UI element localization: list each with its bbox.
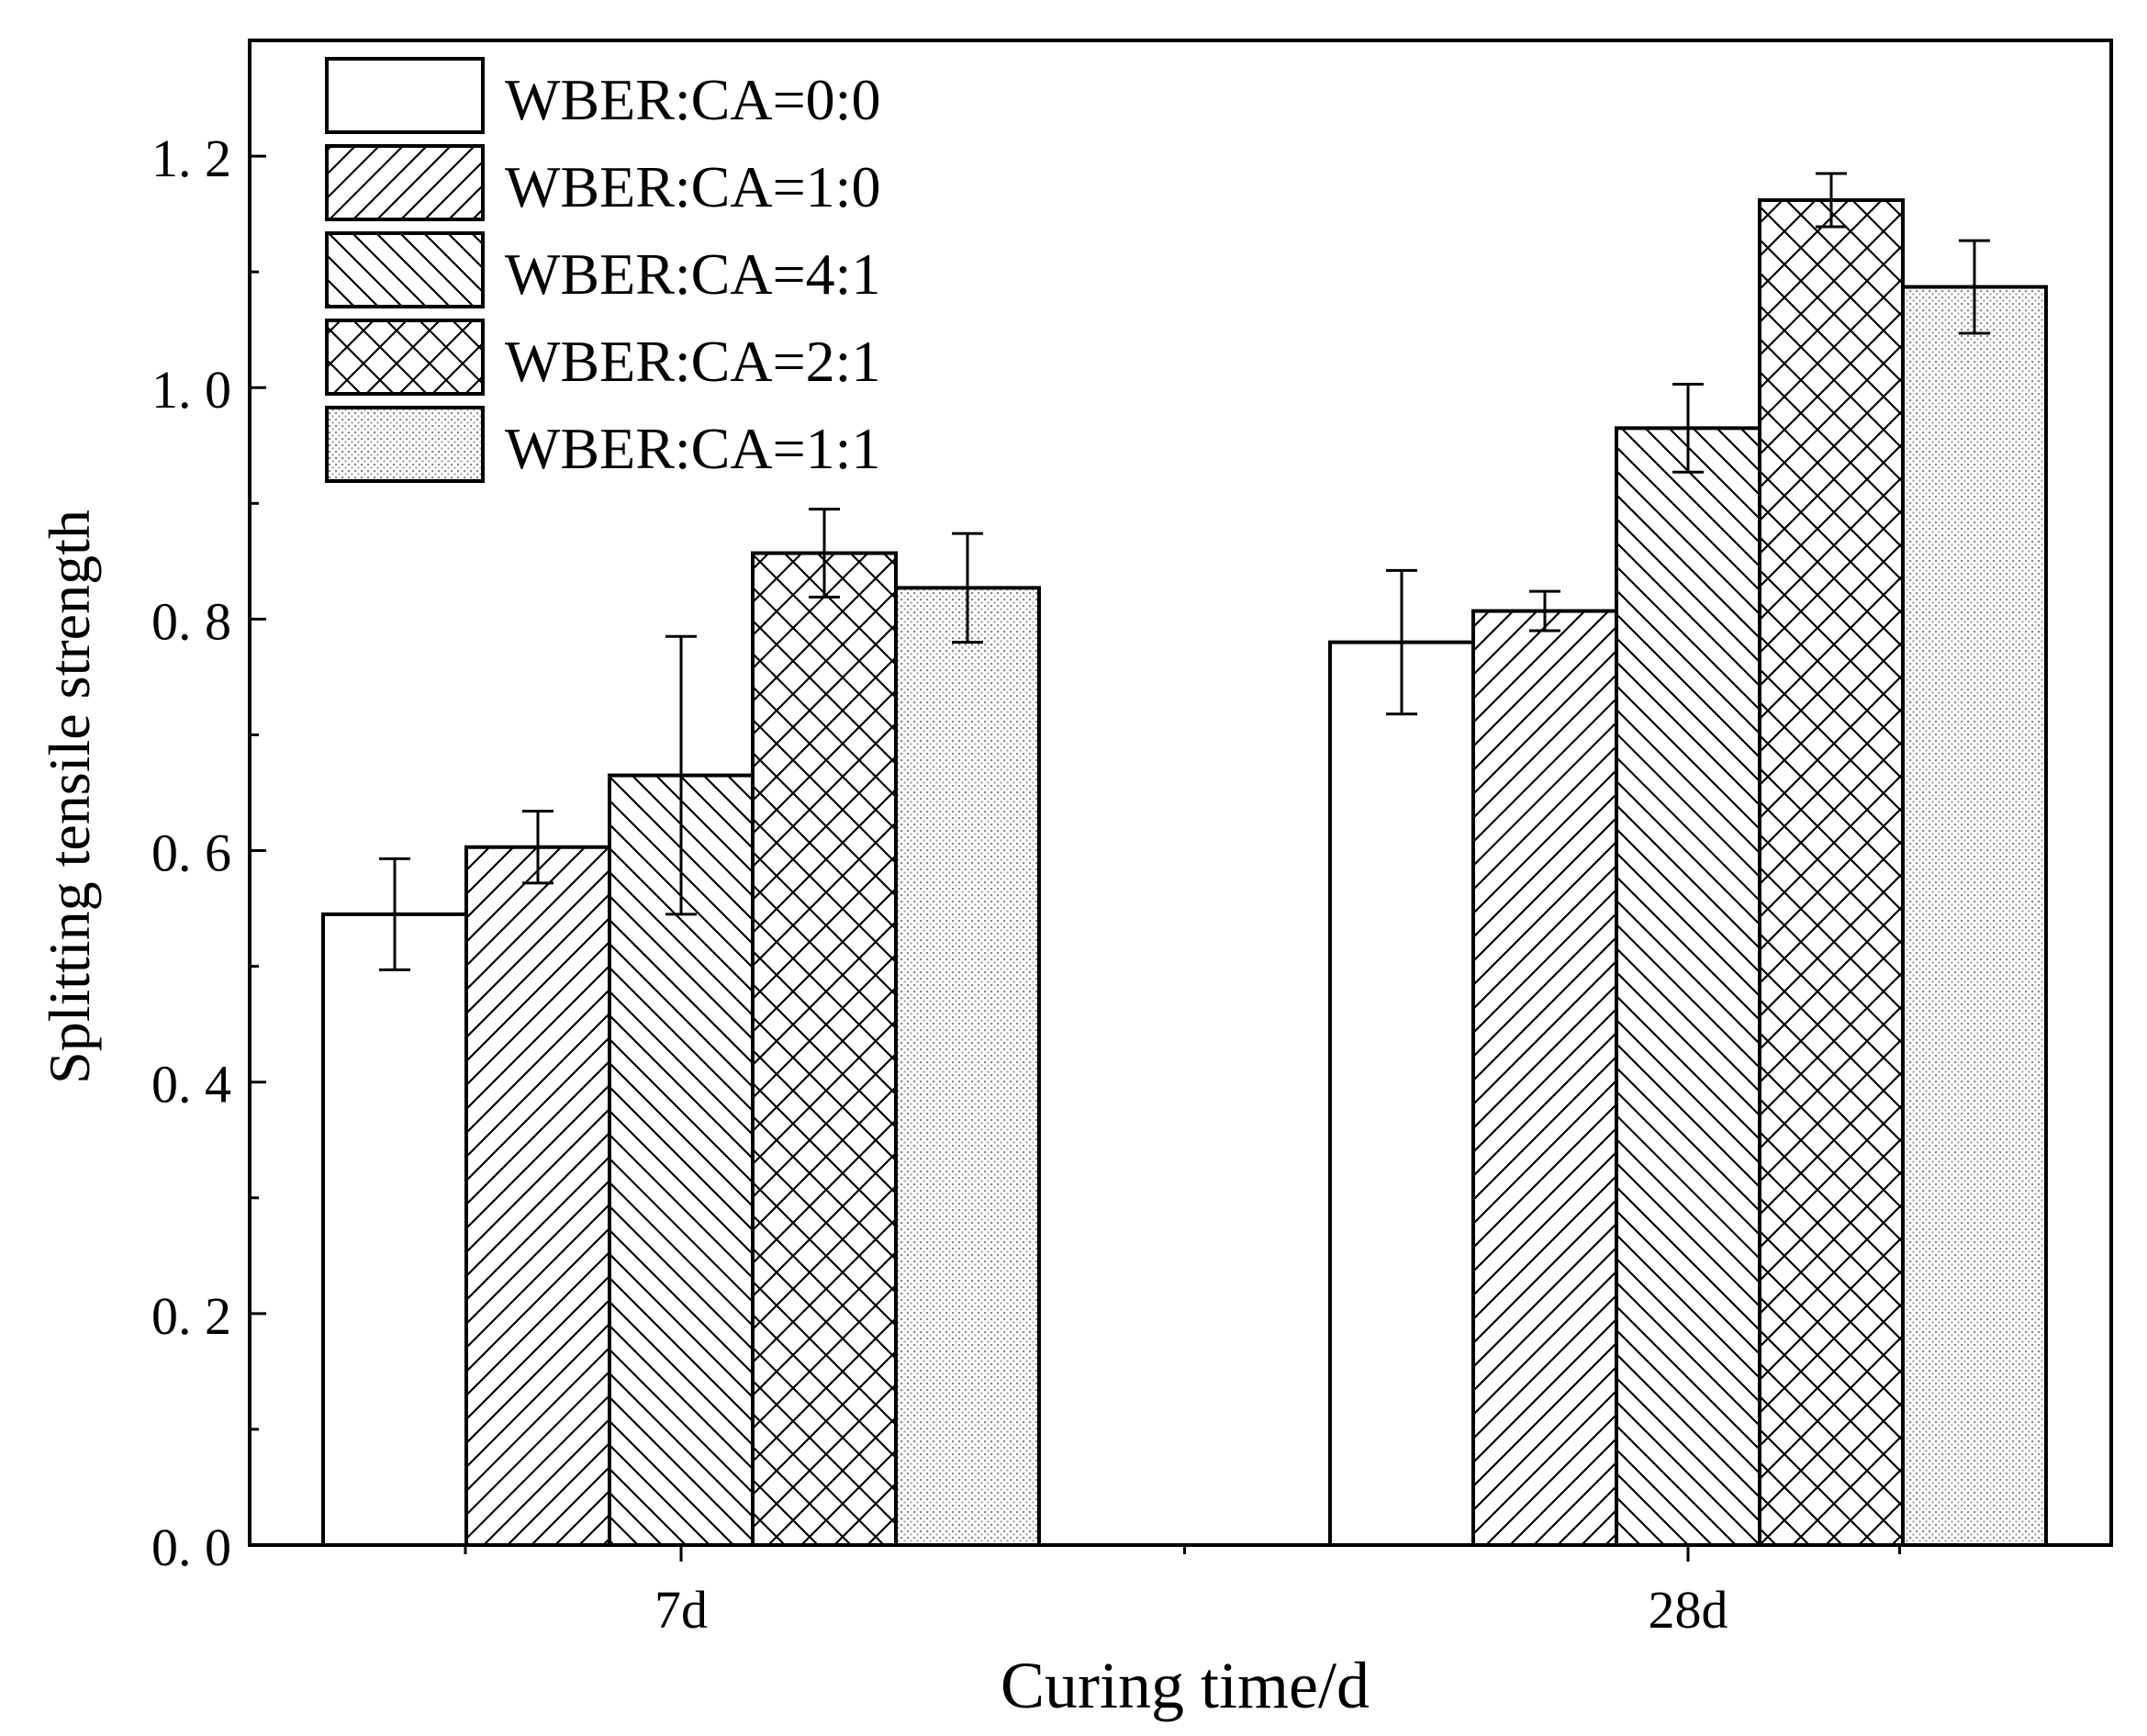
legend-swatch-1: [325, 57, 485, 134]
legend-label-5: WBER:CA=1:1: [505, 416, 880, 481]
legend-label-3: WBER:CA=4:1: [505, 241, 880, 307]
bar-28d-series-3: [1615, 426, 1761, 1548]
bar-group: [321, 197, 2048, 1548]
legend-label-1: WBER:CA=0:0: [505, 67, 880, 132]
bar-7d-series-2: [464, 845, 611, 1547]
y-axis-label: Splitting tensile strength: [37, 510, 102, 1084]
y-tick-label: 0. 0: [151, 1518, 231, 1577]
plot-frame: [248, 39, 2113, 1547]
legend-swatch-3: [325, 231, 485, 308]
x-tick-label-7d: 7d: [654, 1580, 708, 1640]
error-bar-group: [379, 172, 1990, 971]
axes: 0. 0 0. 2 0. 4 0. 6 0. 8 1. 0 1. 2 7d 28d: [151, 39, 2113, 1640]
y-tick-label: 1. 0: [151, 360, 231, 420]
y-tick-label: 0. 8: [151, 591, 231, 651]
legend-swatch-5: [325, 406, 485, 483]
y-tick-label: 0. 4: [151, 1055, 231, 1114]
legend-label-2: WBER:CA=1:0: [505, 154, 880, 219]
bar-7d-series-4: [751, 551, 898, 1547]
legend-swatch-2: [325, 144, 485, 221]
bar-28d-series-1: [1328, 640, 1475, 1547]
legend-swatch-4: [325, 319, 485, 396]
bar-28d-series-5: [1901, 285, 2048, 1548]
x-tick-label-28d: 28d: [1649, 1580, 1728, 1640]
bar-28d-series-4: [1758, 197, 1905, 1547]
bar-28d-series-2: [1471, 609, 1618, 1547]
legend: WBER:CA=0:0 WBER:CA=1:0 WBER:CA=4:1 WBER:CA…: [325, 57, 880, 483]
bar-7d-series-1: [321, 912, 468, 1547]
y-tick-label: 1. 2: [151, 129, 231, 188]
legend-label-4: WBER:CA=2:1: [505, 329, 880, 394]
y-tick-label: 0. 6: [151, 823, 231, 883]
x-axis-label: Curing time/d: [1001, 1649, 1370, 1722]
bar-7d-series-5: [894, 586, 1041, 1547]
y-tick-label: 0. 2: [151, 1286, 231, 1346]
